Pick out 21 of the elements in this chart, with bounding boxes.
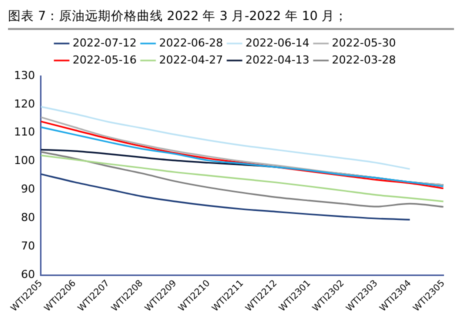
y-tick-label: 90: [20, 182, 35, 196]
legend-label: 2022-03-28: [332, 53, 396, 66]
legend-label: 2022-04-27: [159, 53, 224, 66]
y-tick-label: 130: [14, 68, 35, 82]
legend-label: 2022-07-12: [72, 36, 137, 50]
y-tick-label: 60: [20, 268, 35, 281]
legend-label: 2022-06-28: [159, 36, 224, 50]
legend-label: 2022-06-14: [246, 36, 310, 50]
line-series: [40, 154, 444, 202]
line-series: [40, 106, 411, 170]
legend-label: 2022-04-13: [246, 53, 310, 66]
y-tick-label: 100: [14, 154, 35, 168]
y-tick-label: 110: [14, 126, 35, 139]
line-series: [40, 173, 411, 220]
y-tick-label: 80: [20, 211, 35, 224]
legend-label: 2022-05-30: [332, 36, 396, 50]
legend-label: 2022-05-16: [72, 53, 137, 66]
chart-title: 图表 7：原油远期价格曲线 2022 年 3 月-2022 年 10 月；: [8, 8, 454, 30]
y-tick-label: 70: [20, 240, 35, 253]
line-series: [40, 151, 444, 208]
y-tick-label: 120: [14, 97, 35, 110]
